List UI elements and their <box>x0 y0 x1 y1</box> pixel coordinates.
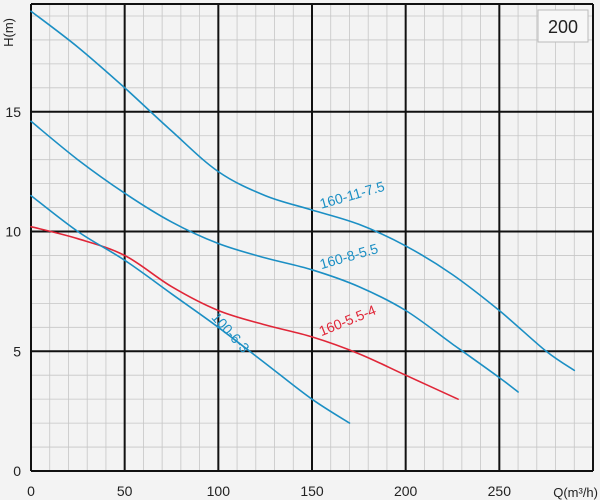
series-line-0 <box>30 10 576 372</box>
y-tick-label: 5 <box>13 343 21 359</box>
x-axis-title: Q(m³/h) <box>553 485 598 500</box>
y-axis-title: H(m) <box>1 18 16 47</box>
x-tick-label: 200 <box>394 483 418 499</box>
series-label-3: 100-6-3 <box>209 309 253 356</box>
series-line-1 <box>30 120 519 393</box>
chart-badge-box <box>537 9 589 43</box>
x-tick-label: 50 <box>117 483 133 499</box>
x-tick-label: 150 <box>300 483 324 499</box>
x-tick-label: 100 <box>207 483 231 499</box>
y-tick-label: 0 <box>13 463 21 479</box>
major-grid <box>30 3 594 472</box>
y-tick-label: 15 <box>5 104 21 120</box>
x-tick-label: 250 <box>488 483 512 499</box>
series-line-3 <box>30 194 351 424</box>
y-tick-label: 10 <box>5 224 21 240</box>
series-label-0: 160-11-7.5 <box>318 178 387 212</box>
chart-badge: 200 <box>537 9 589 43</box>
tick-labels: 0 50 100 150 200 250 0 5 10 15 <box>5 104 511 499</box>
x-tick-label: 0 <box>27 483 35 499</box>
series-label-1: 160-8-5.5 <box>318 240 380 272</box>
series-lines <box>30 10 576 424</box>
series-labels: 160-11-7.5 160-8-5.5 160-5.5-4 100-6-3 <box>209 178 387 356</box>
series-label-2: 160-5.5-4 <box>317 302 379 339</box>
chart-badge-label: 200 <box>548 17 578 37</box>
